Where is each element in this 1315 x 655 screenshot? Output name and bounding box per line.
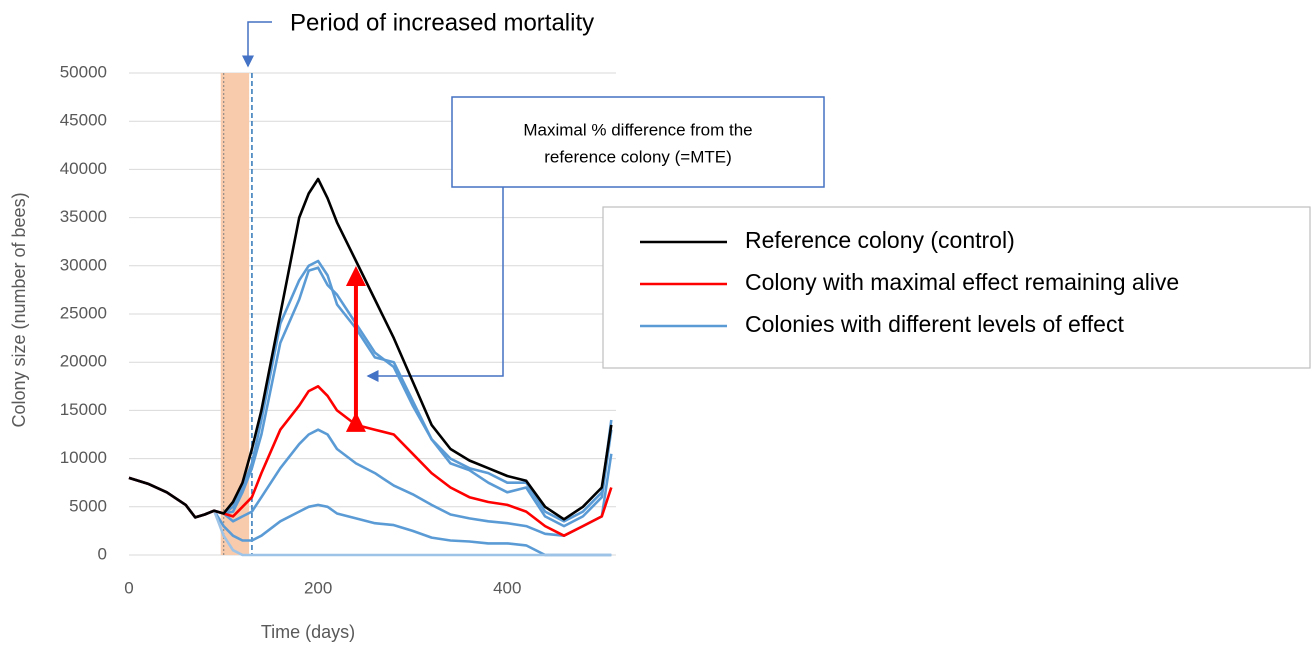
series-line <box>128 266 613 528</box>
legend-entries: Reference colony (control) Colony with ma… <box>640 227 1179 337</box>
y-tick-label: 20000 <box>60 352 107 371</box>
x-tick-label: 200 <box>304 578 332 597</box>
mte-label: Maximal % difference from the <box>523 120 752 139</box>
x-axis-label: Time (days) <box>261 622 355 642</box>
series-line <box>128 259 613 523</box>
y-tick-label: 15000 <box>60 400 107 419</box>
period-pointer <box>242 21 272 68</box>
y-tick-label: 0 <box>98 544 107 563</box>
x-tick-label: 400 <box>493 578 521 597</box>
y-tick-label: 5000 <box>69 496 107 515</box>
legend-label: Colony with maximal effect remaining ali… <box>745 269 1179 295</box>
legend-label: Colonies with different levels of effect <box>745 311 1124 337</box>
period-label: Period of increased mortality <box>290 9 594 36</box>
legend-label: Reference colony (control) <box>745 227 1015 253</box>
y-tick-label: 50000 <box>60 62 107 81</box>
mte-pointer <box>366 187 504 382</box>
mte-box <box>451 96 825 188</box>
y-tick-label: 25000 <box>60 303 107 322</box>
y-axis-label: Colony size (number of bees) <box>9 192 29 427</box>
legend <box>602 206 1311 369</box>
series-line <box>128 385 613 537</box>
x-tick-label: 0 <box>124 578 133 597</box>
series-line <box>128 177 613 521</box>
y-tick-label: 45000 <box>60 111 107 130</box>
y-tick-label: 40000 <box>60 159 107 178</box>
y-tick-label: 35000 <box>60 207 107 226</box>
y-tick-label: 10000 <box>60 448 107 467</box>
y-tick-label: 30000 <box>60 255 107 274</box>
mte-label: reference colony (=MTE) <box>544 147 732 166</box>
